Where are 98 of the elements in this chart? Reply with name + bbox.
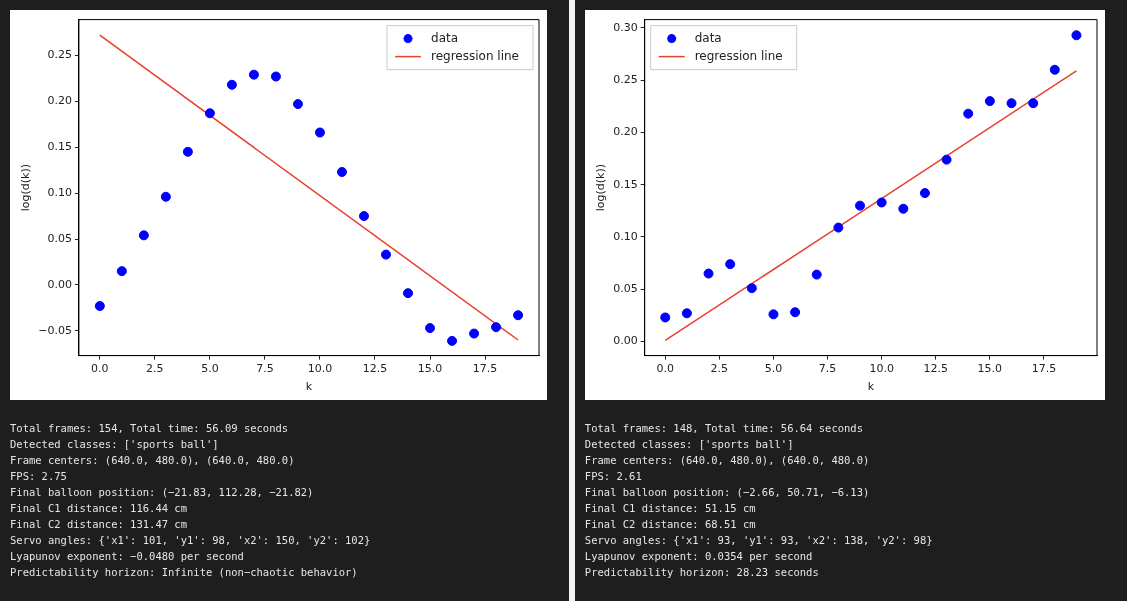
text: Final C2 distance: 68.51 cm [584,517,757,532]
point [226,79,237,90]
legend-label: data [694,30,722,45]
y-tick-label: −0.05 [38,323,72,337]
x-tick-label: 2.5 [710,362,728,376]
text: Final balloon position: (−21.83, 112.28, −21.82) [10,485,315,500]
point [876,197,887,208]
point [941,154,952,165]
point [160,191,171,202]
text: Servo angles: {'x1': 101, 'y1': 98, 'x2': 150, 'y2': 102} [10,533,372,548]
y-tick-label: 0.20 [47,94,72,108]
point [138,230,149,241]
x-tick-label: 5.0 [201,362,219,376]
x-tick-label: 0.0 [656,362,674,376]
legend-label: data [431,30,459,45]
point [681,308,692,319]
y-tick-label: 0.15 [613,177,638,191]
point [204,108,215,119]
point [314,127,325,138]
point [919,188,930,199]
x-tick-label: 17.5 [472,362,498,376]
x-tick-label: 15.0 [977,362,1002,376]
point [336,166,347,177]
point [854,200,865,211]
point [768,309,779,320]
y-tick-label: 0.25 [613,73,638,87]
text: Lyapunov exponent: −0.0480 per second [10,549,245,564]
point [1071,30,1082,41]
point [1028,98,1038,109]
point [703,268,714,279]
x-tick-label: 0.0 [91,362,109,376]
y-tick-label: 0.10 [613,229,638,243]
y-tick-label: 0.25 [47,48,72,62]
point [381,249,391,260]
x-axis-title: k [305,380,313,394]
y-tick-label: 0.00 [613,334,638,348]
y-axis-title: log(d(k)) [594,163,608,212]
x-tick-label: 17.5 [1031,362,1057,376]
x-tick-label: 7.5 [256,362,274,376]
y-tick-label: 0.20 [613,125,638,139]
text: Detected classes: ['sports ball'] [584,437,795,452]
x-tick-label: 12.5 [923,362,948,376]
x-tick-label: 7.5 [818,362,837,376]
point [811,269,822,280]
x-tick-label: 5.0 [764,362,783,376]
text: Final C2 distance: 131.47 cm [10,517,188,532]
x-tick-label: 15.0 [417,362,443,376]
point [116,266,127,277]
point [182,146,193,157]
y-tick-label: 0.05 [613,282,638,296]
point [447,335,458,346]
x-tick-label: 12.5 [362,362,388,376]
x-axis-title: k [867,380,875,394]
text: Detected classes: ['sports ball'] [10,437,220,452]
text: Total frames: 148, Total time: 56.64 seconds [584,421,864,436]
point [248,69,259,80]
x-tick-label: 10.0 [307,362,333,376]
text: Frame centers: (640.0, 480.0), (640.0, 480.0) [10,453,296,468]
point [513,310,524,321]
point [94,301,105,312]
x-tick-label: 2.5 [146,362,164,376]
y-tick-label: 0.00 [47,277,72,291]
point [358,211,369,222]
y-tick-label: 0.10 [47,185,72,199]
text: Frame centers: (640.0, 480.0), (640.0, 480.0) [584,453,871,468]
point [1049,64,1060,75]
text: Final balloon position: (−2.66, 50.71, −6.13) [584,485,871,500]
point [491,322,502,333]
x-tick-label: 10.0 [869,362,894,376]
text: Predictability horizon: Infinite (non−chaotic behavior) [10,565,359,580]
point [660,312,671,323]
text: FPS: 2.75 [10,469,68,484]
point [789,307,800,318]
point [963,108,974,119]
text: Lyapunov exponent: 0.0354 per second [584,549,814,564]
y-tick-label: 0.05 [47,231,72,245]
y-tick-label: 0.15 [47,140,72,154]
text: Predictability horizon: 28.23 seconds [584,565,820,580]
point [725,259,736,270]
point [292,99,303,110]
point [469,328,480,339]
text: Servo angles: {'x1': 93, 'y1': 93, 'x2': 138, 'y2': 98} [584,533,934,548]
point [833,222,844,233]
text: FPS: 2.61 [584,469,643,484]
point [1006,98,1017,109]
point [425,323,436,334]
point [403,288,414,299]
text: Total frames: 154, Total time: 56.09 seconds [10,421,290,436]
point [898,203,909,214]
point [984,96,995,107]
text: Final C1 distance: 51.15 cm [584,501,757,516]
legend-label: regression line [694,48,783,63]
text: Final C1 distance: 116.44 cm [10,501,188,516]
point [270,71,281,82]
legend-label: regression line [431,48,520,63]
y-axis-title: log(d(k)) [19,163,33,212]
point [746,283,757,294]
y-tick-label: 0.30 [613,20,638,34]
